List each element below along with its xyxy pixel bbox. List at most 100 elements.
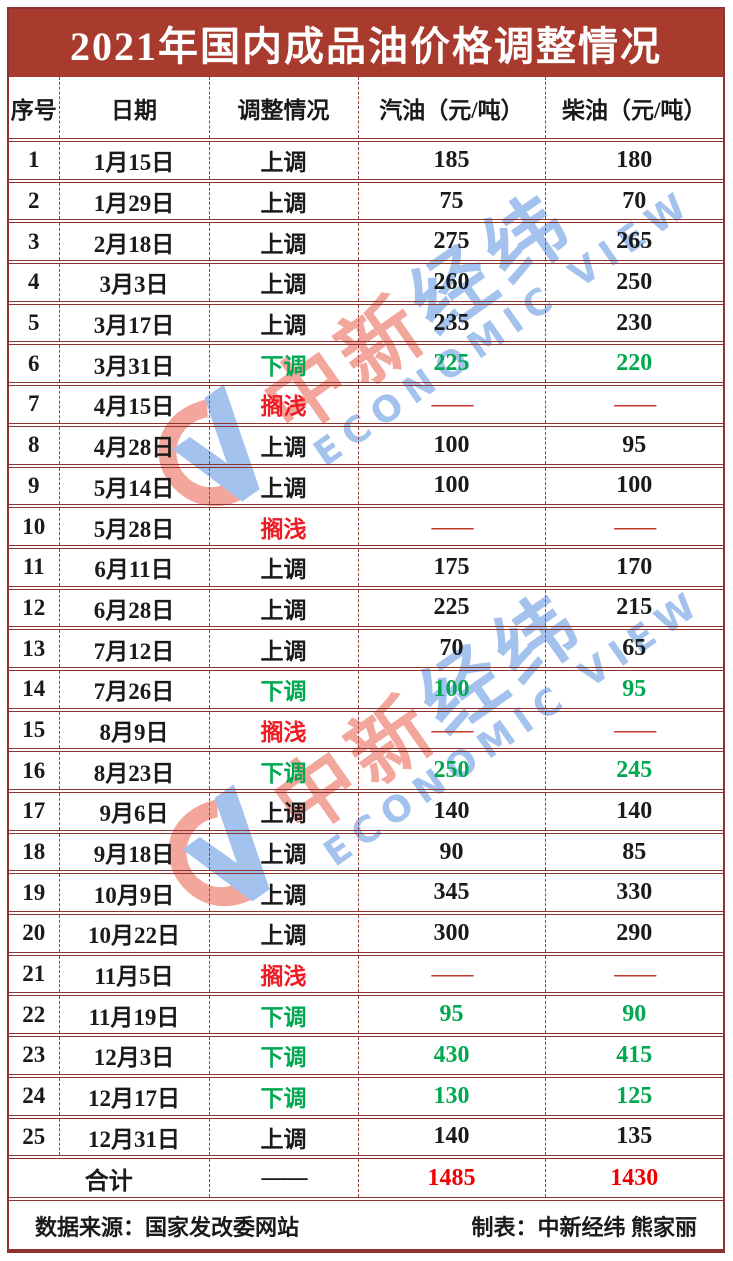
cell-status: 上调 xyxy=(208,831,358,875)
cell-gasoline: 100 xyxy=(357,668,545,712)
cell-diesel: —— xyxy=(544,384,723,427)
cell-status: 下调 xyxy=(208,668,358,712)
cell-no: 21 xyxy=(9,953,59,997)
cell-date: 3月3日 xyxy=(58,262,209,305)
column-header: 日期 xyxy=(58,77,209,142)
cell-date: 6月28日 xyxy=(58,587,209,631)
cell-status: 下调 xyxy=(208,750,358,793)
column-header: 调整情况 xyxy=(208,77,358,142)
table-row: 3 2月18日 上调 275 265 xyxy=(9,221,723,265)
cell-gasoline: 260 xyxy=(357,262,545,305)
cell-no: 18 xyxy=(9,831,59,875)
table-row: 15 8月9日 搁浅 —— —— xyxy=(9,709,723,753)
cell-no: 19 xyxy=(9,872,59,916)
cell-status: 搁浅 xyxy=(208,709,358,753)
cell-date: 7月12日 xyxy=(58,628,209,671)
cell-diesel: 90 xyxy=(544,994,723,1038)
cell-diesel: —— xyxy=(544,709,723,753)
cell-date: 1月29日 xyxy=(58,180,209,224)
cell-status: 上调 xyxy=(208,791,358,834)
cell-diesel: 230 xyxy=(544,302,723,346)
cell-diesel: 95 xyxy=(544,668,723,712)
cell-diesel: 170 xyxy=(544,546,723,590)
cell-status: 下调 xyxy=(208,343,358,387)
cell-status: 上调 xyxy=(208,587,358,631)
cell-status: 下调 xyxy=(208,994,358,1038)
cell-gasoline: 235 xyxy=(357,302,545,346)
header-row: 序号 日期 调整情况 汽油（元/吨） 柴油（元/吨） xyxy=(9,77,723,142)
cell-gasoline: 225 xyxy=(357,343,545,387)
cell-diesel: 220 xyxy=(544,343,723,387)
cell-date: 9月6日 xyxy=(58,791,209,834)
table-row: 6 3月31日 下调 225 220 xyxy=(9,343,723,387)
cell-no: 9 xyxy=(9,465,59,509)
cell-status: 搁浅 xyxy=(208,953,358,997)
column-header: 汽油（元/吨） xyxy=(357,77,545,142)
cell-no: 24 xyxy=(9,1075,59,1119)
cell-date: 3月17日 xyxy=(58,302,209,346)
cell-no: 25 xyxy=(9,1116,59,1160)
cell-gasoline: 250 xyxy=(357,750,545,793)
cell-gasoline: 140 xyxy=(357,1116,545,1160)
cell-status: 上调 xyxy=(208,180,358,224)
cell-no: 16 xyxy=(9,750,59,793)
cell-no: 11 xyxy=(9,546,59,590)
cell-gasoline: —— xyxy=(357,953,545,997)
table-row: 10 5月28日 搁浅 —— —— xyxy=(9,506,723,549)
table-row: 19 10月9日 上调 345 330 xyxy=(9,872,723,916)
cell-total-label: 合计 xyxy=(9,1157,209,1202)
credit-note: 制表：中新经纬 熊家丽 xyxy=(471,1215,697,1241)
cell-no: 3 xyxy=(9,221,59,265)
cell-diesel: 85 xyxy=(544,831,723,875)
table-body: 1 1月15日 上调 185 180 2 1月29日 上调 75 70 3 2月18日 上调 275 265… xyxy=(9,140,723,1202)
cell-gasoline: 185 xyxy=(357,140,545,183)
cell-diesel: —— xyxy=(544,953,723,997)
table-row: 22 11月19日 下调 95 90 xyxy=(9,994,723,1038)
table-row: 20 10月22日 上调 300 290 xyxy=(9,913,723,956)
table-row: 17 9月6日 上调 140 140 xyxy=(9,791,723,834)
data-source-note: 数据来源：国家发改委网站 xyxy=(35,1215,300,1241)
cell-status: 上调 xyxy=(208,546,358,590)
cell-date: 8月23日 xyxy=(58,750,209,793)
cell-no: 1 xyxy=(9,140,59,183)
cell-diesel: —— xyxy=(544,506,723,549)
price-adjustment-sheet: 2021年国内成品油价格调整情况 序号 日期 调整情况 汽油（元/吨） 柴油（元/吨） … xyxy=(7,7,725,1253)
cell-status: 上调 xyxy=(208,140,358,183)
column-header: 柴油（元/吨） xyxy=(544,77,723,142)
cell-diesel: 290 xyxy=(544,913,723,956)
table-row: 21 11月5日 搁浅 —— —— xyxy=(9,953,723,997)
table-row: 2 1月29日 上调 75 70 xyxy=(9,180,723,224)
cell-gasoline: 225 xyxy=(357,587,545,631)
cell-gasoline: —— xyxy=(357,709,545,753)
cell-status: 上调 xyxy=(208,424,358,468)
cell-date: 12月3日 xyxy=(58,1035,209,1078)
cell-gasoline: 90 xyxy=(357,831,545,875)
cell-diesel: 250 xyxy=(544,262,723,305)
cell-diesel: 265 xyxy=(544,221,723,265)
cell-date: 1月15日 xyxy=(58,140,209,183)
table-row: 5 3月17日 上调 235 230 xyxy=(9,302,723,346)
cell-diesel: 95 xyxy=(544,424,723,468)
table-row: 24 12月17日 下调 130 125 xyxy=(9,1075,723,1119)
cell-date: 10月22日 xyxy=(58,913,209,956)
cell-date: 9月18日 xyxy=(58,831,209,875)
cell-date: 5月28日 xyxy=(58,506,209,549)
column-header: 序号 xyxy=(9,77,59,142)
cell-date: 5月14日 xyxy=(58,465,209,509)
cell-no: 8 xyxy=(9,424,59,468)
cell-diesel: 415 xyxy=(544,1035,723,1078)
table-row: 23 12月3日 下调 430 415 xyxy=(9,1035,723,1078)
page-title: 2021年国内成品油价格调整情况 xyxy=(9,9,723,77)
cell-status: 上调 xyxy=(208,1116,358,1160)
cell-date: 12月31日 xyxy=(58,1116,209,1160)
cell-status: 上调 xyxy=(208,302,358,346)
cell-gasoline: 130 xyxy=(357,1075,545,1119)
cell-status: 上调 xyxy=(208,628,358,671)
cell-diesel: 125 xyxy=(544,1075,723,1119)
cell-total-diesel: 1430 xyxy=(544,1157,723,1202)
cell-date: 4月28日 xyxy=(58,424,209,468)
cell-diesel: 65 xyxy=(544,628,723,671)
table-row: 7 4月15日 搁浅 —— —— xyxy=(9,384,723,427)
table-row: 11 6月11日 上调 175 170 xyxy=(9,546,723,590)
